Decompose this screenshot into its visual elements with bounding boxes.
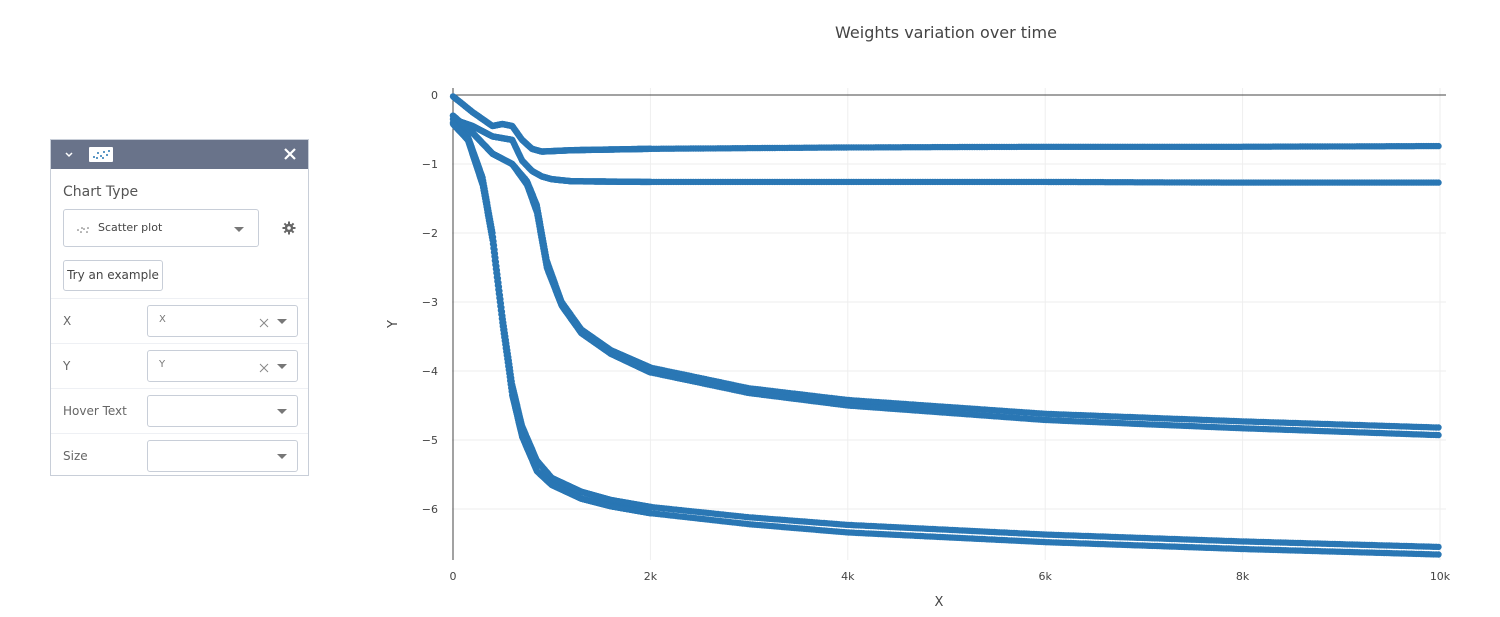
- field-label: Hover Text: [63, 404, 127, 418]
- y-column-dropdown[interactable]: Y: [147, 350, 298, 382]
- gear-icon[interactable]: [282, 220, 296, 235]
- chevron-down-icon: [234, 227, 244, 232]
- field-row-y: Y Y: [51, 343, 308, 388]
- clear-icon[interactable]: [258, 359, 270, 373]
- close-icon[interactable]: [282, 146, 298, 162]
- chart-type-value: Scatter plot: [98, 221, 163, 234]
- trace-editor-panel: Chart Type Scatter plot Try an e: [50, 139, 309, 476]
- tick-labels: 0 2k 4k 6k 8k 10k 0 −1 −2 −3 −4 −5 −6: [422, 89, 1451, 583]
- grid-lines: [452, 88, 1446, 560]
- scatter-thumbnail-icon: [89, 147, 113, 162]
- chevron-down-icon: [277, 319, 287, 324]
- scatter-series: [449, 93, 1442, 155]
- y-tick-label: −5: [422, 434, 438, 447]
- x-tick-label: 6k: [1039, 570, 1053, 583]
- field-row-size: Size: [51, 433, 308, 478]
- x-tick-label: 2k: [644, 570, 658, 583]
- scatter-point: [1435, 424, 1442, 431]
- chevron-down-icon: [277, 454, 287, 459]
- field-row-hover-text: Hover Text: [51, 388, 308, 433]
- y-tick-label: −6: [422, 503, 438, 516]
- x-column-dropdown[interactable]: X: [147, 305, 298, 337]
- size-dropdown[interactable]: [147, 440, 298, 472]
- scatter-point: [1435, 551, 1442, 558]
- scatter-icon: [76, 222, 90, 241]
- hover-text-dropdown[interactable]: [147, 395, 298, 427]
- chevron-down-icon: [277, 409, 287, 414]
- clear-icon[interactable]: [258, 314, 270, 328]
- chart-type-label: Chart Type: [63, 184, 139, 200]
- dropdown-value: Y: [159, 359, 166, 370]
- field-row-x: X X: [51, 298, 308, 343]
- scatter-point: [1435, 543, 1442, 551]
- chart-type-dropdown[interactable]: Scatter plot: [63, 209, 259, 247]
- chevron-down-icon: [277, 364, 287, 369]
- x-axis-title: X: [935, 595, 944, 610]
- y-axis-title: Y: [386, 320, 401, 329]
- field-label: Size: [63, 449, 88, 463]
- x-tick-label: 8k: [1236, 570, 1250, 583]
- field-label: Y: [63, 359, 71, 373]
- zero-lines: [452, 88, 1446, 560]
- chart-title: Weights variation over time: [835, 23, 1057, 42]
- scatter-series: [449, 112, 1442, 431]
- scatter-series: [449, 120, 1442, 558]
- y-tick-label: −3: [422, 296, 438, 309]
- scatter-point: [1435, 142, 1442, 150]
- field-label: X: [63, 314, 72, 328]
- chevron-down-icon[interactable]: [61, 146, 77, 162]
- x-tick-label: 10k: [1430, 570, 1451, 583]
- scatter-point: [1435, 179, 1442, 186]
- x-tick-label: 4k: [841, 570, 855, 583]
- dropdown-value: X: [159, 314, 166, 325]
- y-tick-label: −2: [422, 227, 438, 240]
- y-tick-label: −1: [422, 158, 438, 171]
- y-tick-label: 0: [431, 89, 438, 102]
- try-example-button[interactable]: Try an example: [63, 260, 163, 291]
- x-tick-label: 0: [450, 570, 457, 583]
- panel-header: [51, 140, 308, 169]
- plot-area[interactable]: [449, 93, 1442, 558]
- scatter-point: [1435, 431, 1442, 439]
- y-tick-label: −4: [422, 365, 438, 378]
- scatter-series: [449, 112, 1442, 439]
